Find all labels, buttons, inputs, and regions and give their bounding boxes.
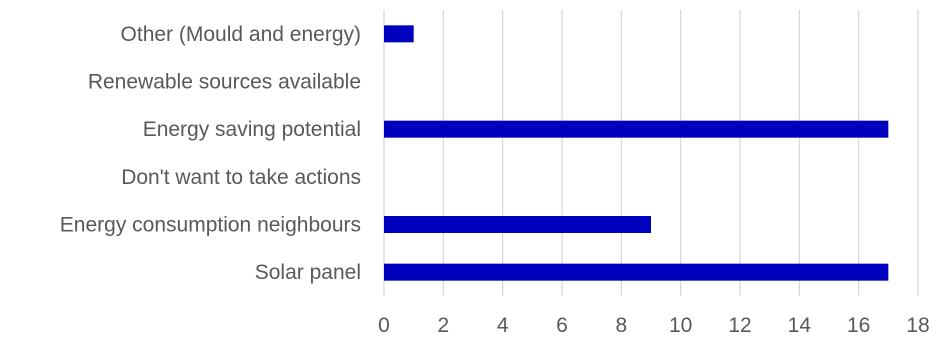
x-tick-label: 18 xyxy=(906,314,929,337)
bars xyxy=(384,25,888,280)
bar xyxy=(384,121,888,138)
category-label: Solar panel xyxy=(255,261,361,284)
x-tick-label: 14 xyxy=(788,314,812,337)
bar xyxy=(384,25,414,42)
x-tick-labels: 0 2 4 6 8 10 12 14 16 18 xyxy=(378,314,930,337)
bar xyxy=(384,264,888,281)
x-tick-label: 8 xyxy=(615,314,627,337)
category-label: Other (Mould and energy) xyxy=(121,23,361,46)
category-labels: Other (Mould and energy) Renewable source… xyxy=(60,23,361,284)
gridlines xyxy=(384,10,918,296)
bar xyxy=(384,216,651,233)
x-tick-label: 2 xyxy=(437,314,449,337)
category-label: Energy saving potential xyxy=(143,118,361,141)
x-tick-label: 4 xyxy=(497,314,509,337)
category-label: Energy consumption neighbours xyxy=(60,214,361,237)
x-tick-label: 12 xyxy=(728,314,751,337)
category-label: Renewable sources available xyxy=(88,71,361,94)
category-label: Don't want to take actions xyxy=(121,166,361,189)
x-tick-label: 0 xyxy=(378,314,390,337)
x-tick-label: 6 xyxy=(556,314,568,337)
x-tick-label: 16 xyxy=(847,314,870,337)
x-tick-label: 10 xyxy=(669,314,692,337)
